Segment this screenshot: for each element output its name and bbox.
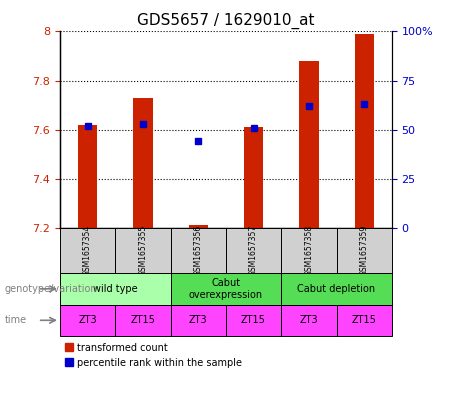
Text: GSM1657357: GSM1657357 bbox=[249, 225, 258, 276]
Text: time: time bbox=[5, 315, 27, 325]
FancyBboxPatch shape bbox=[115, 305, 171, 336]
Text: ZT3: ZT3 bbox=[189, 315, 207, 325]
FancyBboxPatch shape bbox=[171, 228, 226, 273]
Text: ZT3: ZT3 bbox=[300, 315, 318, 325]
FancyBboxPatch shape bbox=[281, 228, 337, 273]
FancyBboxPatch shape bbox=[226, 228, 281, 273]
Bar bbox=[299, 61, 319, 228]
Text: GSM1657356: GSM1657356 bbox=[194, 225, 203, 276]
FancyBboxPatch shape bbox=[60, 305, 115, 336]
FancyBboxPatch shape bbox=[337, 305, 392, 336]
Text: ZT15: ZT15 bbox=[130, 315, 155, 325]
Text: Cabut depletion: Cabut depletion bbox=[297, 284, 376, 294]
Text: GSM1657355: GSM1657355 bbox=[138, 225, 148, 276]
Bar bbox=[78, 125, 97, 228]
FancyBboxPatch shape bbox=[60, 228, 115, 273]
FancyBboxPatch shape bbox=[281, 305, 337, 336]
FancyBboxPatch shape bbox=[171, 305, 226, 336]
Bar bbox=[189, 226, 208, 228]
Text: ZT3: ZT3 bbox=[78, 315, 97, 325]
FancyBboxPatch shape bbox=[281, 273, 392, 305]
FancyBboxPatch shape bbox=[226, 305, 281, 336]
Title: GDS5657 / 1629010_at: GDS5657 / 1629010_at bbox=[137, 13, 315, 29]
Text: genotype/variation: genotype/variation bbox=[5, 284, 97, 294]
Bar bbox=[244, 127, 263, 228]
FancyBboxPatch shape bbox=[337, 228, 392, 273]
FancyBboxPatch shape bbox=[171, 273, 281, 305]
FancyBboxPatch shape bbox=[60, 273, 171, 305]
Text: Cabut
overexpression: Cabut overexpression bbox=[189, 278, 263, 299]
Text: GSM1657359: GSM1657359 bbox=[360, 225, 369, 276]
Legend: transformed count, percentile rank within the sample: transformed count, percentile rank withi… bbox=[65, 343, 242, 368]
FancyBboxPatch shape bbox=[115, 228, 171, 273]
Bar bbox=[133, 98, 153, 228]
Text: GSM1657358: GSM1657358 bbox=[304, 225, 313, 276]
Text: wild type: wild type bbox=[93, 284, 137, 294]
Text: ZT15: ZT15 bbox=[241, 315, 266, 325]
Bar bbox=[355, 34, 374, 228]
Text: GSM1657354: GSM1657354 bbox=[83, 225, 92, 276]
Text: ZT15: ZT15 bbox=[352, 315, 377, 325]
